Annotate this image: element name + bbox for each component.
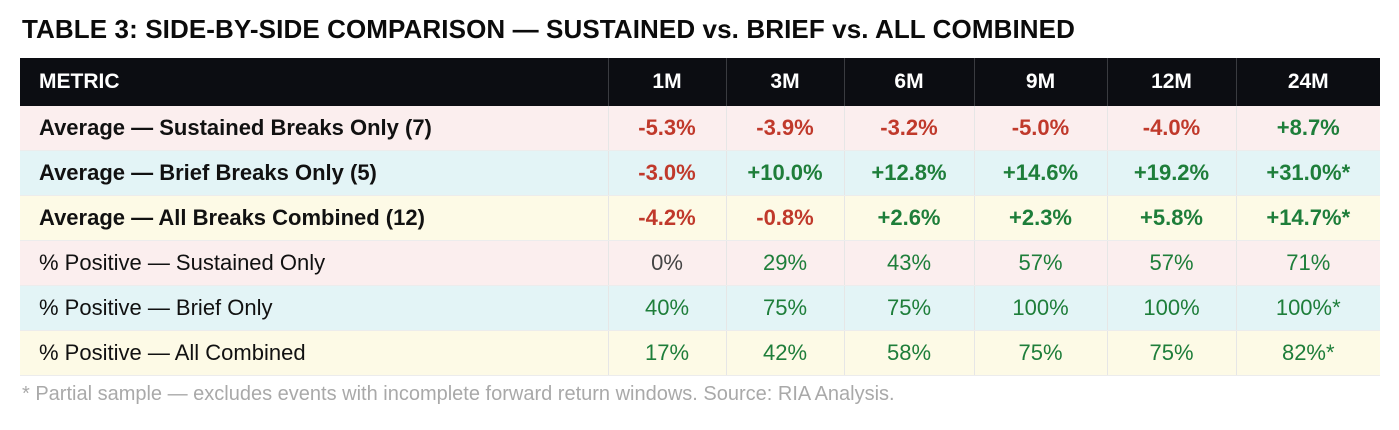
header-12m: 12M: [1107, 58, 1237, 106]
cell-12m: +5.8%: [1107, 195, 1237, 241]
header-1m: 1M: [608, 58, 727, 106]
cell-12m: -4.0%: [1107, 106, 1237, 151]
table-title: TABLE 3: SIDE-BY-SIDE COMPARISON — SUSTA…: [22, 14, 1075, 44]
header-row: METRIC 1M 3M 6M 9M 12M 24M: [20, 58, 1380, 106]
cell-6m: 75%: [844, 285, 975, 331]
cell-12m: +19.2%: [1107, 150, 1237, 196]
cell-6m: 58%: [844, 330, 975, 376]
table-row-pct-combined: % Positive — All Combined 17% 42% 58% 75…: [20, 330, 1380, 376]
comparison-table: METRIC 1M 3M 6M 9M 12M 24M Average — Sus…: [20, 58, 1380, 376]
cell-12m: 75%: [1107, 330, 1237, 376]
cell-9m: -5.0%: [974, 106, 1108, 151]
cell-3m: 29%: [726, 240, 845, 286]
cell-1m: -3.0%: [608, 150, 727, 196]
cell-6m: 43%: [844, 240, 975, 286]
row-metric-label: % Positive — Sustained Only: [20, 240, 609, 286]
header-9m: 9M: [974, 58, 1108, 106]
cell-6m: -3.2%: [844, 106, 975, 151]
cell-9m: +2.3%: [974, 195, 1108, 241]
row-metric-label: % Positive — Brief Only: [20, 285, 609, 331]
cell-12m: 57%: [1107, 240, 1237, 286]
header-24m: 24M: [1236, 58, 1380, 106]
table-row-pct-sustained: % Positive — Sustained Only 0% 29% 43% 5…: [20, 240, 1380, 286]
cell-24m: +8.7%: [1236, 106, 1380, 151]
header-6m: 6M: [844, 58, 975, 106]
cell-9m: 100%: [974, 285, 1108, 331]
row-metric-label: Average — Brief Breaks Only (5): [20, 150, 609, 196]
cell-1m: 40%: [608, 285, 727, 331]
table-row-pct-brief: % Positive — Brief Only 40% 75% 75% 100%…: [20, 285, 1380, 331]
row-metric-label: % Positive — All Combined: [20, 330, 609, 376]
cell-24m: +14.7%*: [1236, 195, 1380, 241]
table-row-avg-sustained: Average — Sustained Breaks Only (7) -5.3…: [20, 106, 1380, 151]
cell-6m: +12.8%: [844, 150, 975, 196]
row-metric-label: Average — All Breaks Combined (12): [20, 195, 609, 241]
cell-9m: 75%: [974, 330, 1108, 376]
cell-24m: 100%*: [1236, 285, 1380, 331]
header-3m: 3M: [726, 58, 845, 106]
cell-3m: 42%: [726, 330, 845, 376]
cell-1m: -5.3%: [608, 106, 727, 151]
cell-1m: 17%: [608, 330, 727, 376]
cell-12m: 100%: [1107, 285, 1237, 331]
cell-3m: -0.8%: [726, 195, 845, 241]
table-row-avg-brief: Average — Brief Breaks Only (5) -3.0% +1…: [20, 150, 1380, 196]
row-metric-label: Average — Sustained Breaks Only (7): [20, 106, 609, 151]
table-row-avg-combined: Average — All Breaks Combined (12) -4.2%…: [20, 195, 1380, 241]
cell-1m: -4.2%: [608, 195, 727, 241]
cell-24m: +31.0%*: [1236, 150, 1380, 196]
cell-9m: 57%: [974, 240, 1108, 286]
header-metric: METRIC: [20, 58, 609, 106]
cell-3m: -3.9%: [726, 106, 845, 151]
cell-9m: +14.6%: [974, 150, 1108, 196]
cell-3m: 75%: [726, 285, 845, 331]
cell-3m: +10.0%: [726, 150, 845, 196]
cell-24m: 71%: [1236, 240, 1380, 286]
cell-1m: 0%: [608, 240, 727, 286]
footnote: * Partial sample — excludes events with …: [22, 383, 895, 405]
cell-24m: 82%*: [1236, 330, 1380, 376]
cell-6m: +2.6%: [844, 195, 975, 241]
